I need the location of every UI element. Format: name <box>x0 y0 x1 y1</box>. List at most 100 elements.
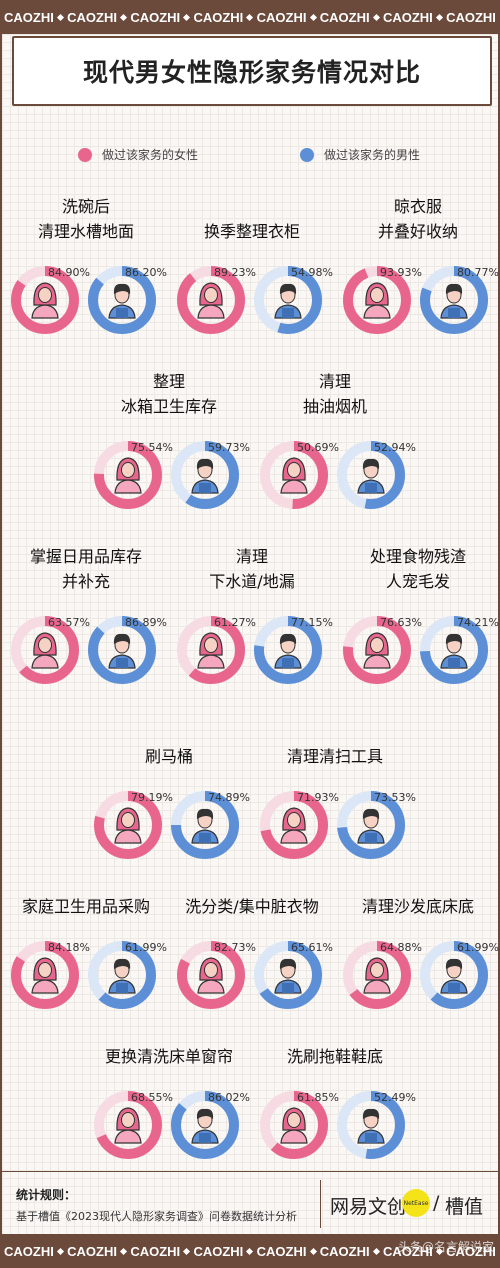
stat-rule-title: 统计规则： <box>16 1188 77 1202</box>
female-ring-value <box>343 941 411 1009</box>
footer: 统计规则： 基于槽值《2023现代人隐形家务调查》问卷数据统计分析 网易文创 N… <box>2 1171 498 1235</box>
male-percent-label: 61.99% <box>457 941 499 954</box>
female-ring-value <box>11 616 79 684</box>
man-avatar-icon <box>274 283 302 319</box>
female-ring-value <box>260 791 328 859</box>
task-name: 洗刷拖鞋鞋底 <box>286 1047 383 1066</box>
female-percent-label: 93.93% <box>380 266 422 279</box>
banner-diamond <box>309 1247 317 1255</box>
female-percent-label: 68.55% <box>131 1091 173 1104</box>
woman-avatar-icon <box>31 282 59 319</box>
man-avatar-icon <box>191 458 219 494</box>
man-avatar-icon <box>440 958 468 994</box>
banner-text: CAOZHI <box>319 1243 370 1259</box>
task-name: 晾衣服 <box>393 197 442 216</box>
banner-diamond <box>183 1247 191 1255</box>
male-percent-label: 65.61% <box>291 941 333 954</box>
male-ring-value <box>420 616 488 684</box>
banner-diamond <box>435 13 443 21</box>
man-avatar-icon <box>108 283 136 319</box>
title-box: 现代男女性隐形家务情况对比 <box>12 36 492 106</box>
female-ring-value <box>11 941 79 1009</box>
male-ring-value <box>88 266 156 334</box>
woman-avatar-icon <box>363 957 391 994</box>
woman-avatar-icon <box>280 807 308 844</box>
female-ring-value <box>94 791 162 859</box>
task-name: 刷马桶 <box>144 747 193 766</box>
male-percent-label: 59.73% <box>208 441 250 454</box>
banner-text: CAOZHI <box>382 1243 433 1259</box>
male-percent-label: 77.15% <box>291 616 333 629</box>
watermark: 头条@名言解说家 <box>398 1240 495 1254</box>
legend-female-label: 做过该家务的女性 <box>102 148 199 162</box>
male-ring-value <box>88 941 156 1009</box>
man-avatar-icon <box>440 283 468 319</box>
top-banner: CAOZHI CAOZHI CAOZHI CAOZHI CAOZHI CAOZHI CAOZ… <box>0 0 500 34</box>
female-percent-label: 61.85% <box>297 1091 339 1104</box>
task-name: 洗碗后 <box>61 197 110 216</box>
task-name: 换季整理衣柜 <box>203 222 300 241</box>
banner-text: CAOZHI <box>193 1243 244 1259</box>
woman-avatar-icon <box>114 807 142 844</box>
woman-avatar-icon <box>197 632 225 669</box>
man-avatar-icon <box>108 633 136 669</box>
banner-text: CAOZHI <box>130 1243 181 1259</box>
female-ring-value <box>260 441 328 509</box>
task-rings: 61.27% 77.15% <box>177 616 333 684</box>
female-percent-label: 75.54% <box>131 441 173 454</box>
banner-text: CAOZHI <box>446 9 496 25</box>
male-percent-label: 80.77% <box>457 266 499 279</box>
legend-female: 做过该家务的女性 <box>78 146 198 163</box>
banner-text: CAOZHI <box>193 9 244 25</box>
task-rings: 61.85% 52.49% <box>260 1091 416 1159</box>
task-rings: 68.55% 86.02% <box>94 1091 250 1159</box>
male-percent-label: 74.21% <box>457 616 499 629</box>
male-ring-value <box>254 266 322 334</box>
task-name: 下水道/地漏 <box>209 572 295 591</box>
task-name: 并叠好收纳 <box>377 222 458 241</box>
man-avatar-icon <box>274 958 302 994</box>
task-rings: 84.90% 86.20% <box>11 266 167 334</box>
banner-diamond <box>309 13 317 21</box>
banner-text: CAOZHI <box>130 9 181 25</box>
banner-text: CAOZHI <box>446 1243 496 1259</box>
man-avatar-icon <box>191 1108 219 1144</box>
banner-text: CAOZHI <box>319 9 370 25</box>
female-percent-label: 61.27% <box>214 616 256 629</box>
female-ring-value <box>11 266 79 334</box>
female-ring-value <box>260 1091 328 1159</box>
task-name: 更换清洗床单窗帘 <box>104 1047 233 1066</box>
female-ring-value <box>177 266 245 334</box>
banner-diamond <box>56 1247 65 1255</box>
task-name: 洗分类/集中脏衣物 <box>185 897 319 916</box>
male-percent-label: 54.98% <box>291 266 333 279</box>
page-title: 现代男女性隐形家务情况对比 <box>82 58 421 87</box>
banner-diamond <box>372 13 380 21</box>
male-swatch <box>300 147 314 162</box>
female-percent-label: 79.19% <box>131 791 173 804</box>
banner-text: CAOZHI <box>4 1243 54 1259</box>
woman-avatar-icon <box>31 632 59 669</box>
task-name: 清理 <box>318 372 351 391</box>
woman-avatar-icon <box>114 457 142 494</box>
task-name: 清理清扫工具 <box>286 747 383 766</box>
netease-badge: NetEase <box>402 1189 430 1217</box>
task-rings: 71.93% 73.53% <box>260 791 416 859</box>
female-percent-label: 84.90% <box>48 266 90 279</box>
task-name: 并补充 <box>61 572 110 591</box>
female-percent-label: 76.63% <box>380 616 422 629</box>
male-percent-label: 73.53% <box>374 791 416 804</box>
male-ring-value <box>171 791 239 859</box>
banner-text: CAOZHI <box>67 9 117 25</box>
female-swatch <box>78 147 92 162</box>
footer-divider <box>320 1180 321 1228</box>
woman-avatar-icon <box>363 632 391 669</box>
banner-text: CAOZHI <box>382 9 433 25</box>
male-ring-value <box>88 616 156 684</box>
male-ring-value <box>337 791 405 859</box>
woman-avatar-icon <box>197 282 225 319</box>
man-avatar-icon <box>357 1108 385 1144</box>
male-ring-value <box>171 1091 239 1159</box>
task-name: 家庭卫生用品采购 <box>21 897 150 916</box>
male-ring-value <box>254 941 322 1009</box>
